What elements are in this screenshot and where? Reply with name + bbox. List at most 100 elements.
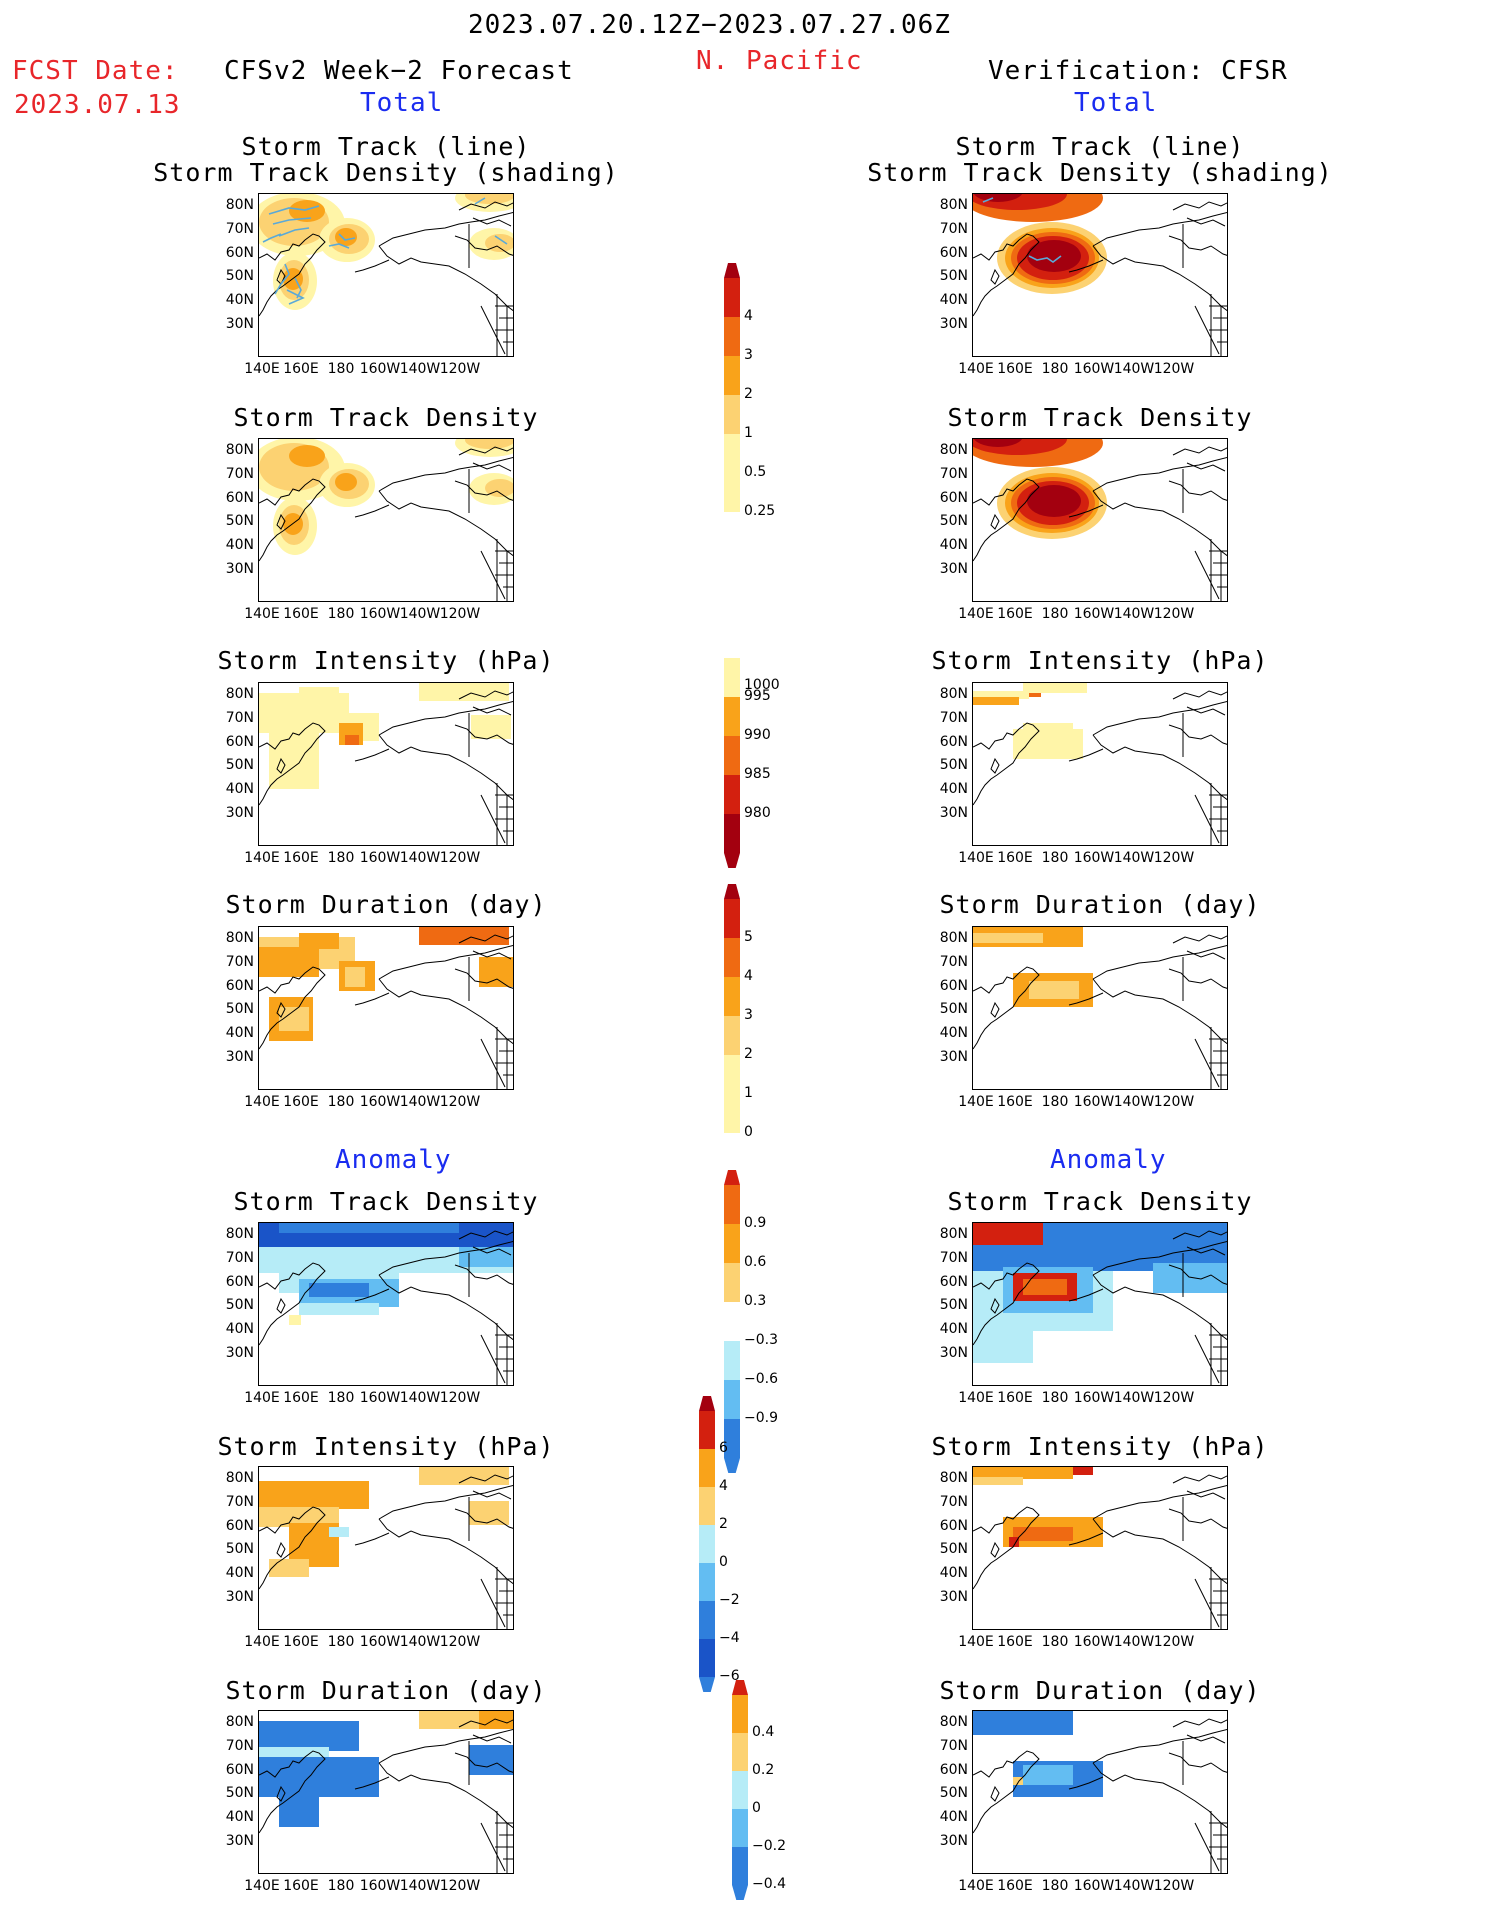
lat-label: 60N: [225, 734, 254, 750]
lon-label: 180: [327, 1094, 355, 1110]
map-frame: [972, 193, 1228, 357]
lat-label: 70N: [225, 1494, 254, 1510]
lon-label: 160E: [283, 606, 319, 622]
lat-label: 50N: [939, 757, 968, 773]
shading-blob: [289, 200, 325, 222]
lon-label: 160E: [997, 1390, 1033, 1406]
lon-label: 160W: [1073, 606, 1115, 622]
right-column-title: Verification: CFSR: [988, 56, 1288, 86]
colorbar-label: 0: [719, 1554, 728, 1570]
lat-label: 50N: [939, 1785, 968, 1801]
lat-label: 70N: [225, 466, 254, 482]
lon-label: 140W: [399, 1390, 441, 1406]
lon-label: 120W: [439, 606, 481, 622]
fcst-date: 2023.07.13: [14, 90, 181, 120]
panel-title-l6: Storm Intensity (hPa): [217, 1432, 555, 1461]
colorbar-label: 3: [744, 347, 753, 363]
lat-label: 60N: [225, 978, 254, 994]
shading-cell: [469, 1745, 513, 1775]
lat-label: 80N: [939, 197, 968, 213]
coastline: [259, 690, 513, 845]
lat-label: 60N: [939, 1274, 968, 1290]
lon-label: 160E: [283, 1094, 319, 1110]
colorbar-label: 6: [719, 1440, 728, 1456]
colorbar-swatches: [724, 1170, 740, 1473]
lon-label: 180: [327, 606, 355, 622]
coastline: [259, 1230, 513, 1385]
shading-cell: [1073, 1467, 1093, 1475]
lat-label: 60N: [939, 978, 968, 994]
lat-label: 70N: [939, 954, 968, 970]
lat-label: 80N: [939, 442, 968, 458]
lat-label: 80N: [225, 442, 254, 458]
lat-label: 60N: [225, 1762, 254, 1778]
lon-label: 120W: [1153, 850, 1195, 866]
lat-label: 40N: [225, 292, 254, 308]
lat-label: 40N: [225, 1809, 254, 1825]
coastline: [259, 934, 513, 1089]
lat-label: 80N: [939, 1714, 968, 1730]
lat-label: 70N: [939, 1250, 968, 1266]
lat-label: 30N: [225, 1049, 254, 1065]
map-verif-density: 80N 70N 60N 50N 40N 30N 140E 160E 180 160W 140W 120…: [922, 438, 1232, 628]
lon-label: 180: [1041, 361, 1069, 377]
map-frame: [972, 926, 1228, 1090]
shading-blob: [465, 439, 513, 449]
map-fcst-duration: 80N 70N 60N 50N 40N 30N 140E 160E 180 160W 140W 120…: [208, 926, 518, 1116]
lon-label: 160E: [283, 1878, 319, 1894]
lon-label: 140E: [244, 606, 280, 622]
lat-label: 50N: [939, 1541, 968, 1557]
lat-label: 40N: [225, 781, 254, 797]
lon-label: 160W: [1073, 361, 1115, 377]
lat-label: 60N: [225, 490, 254, 506]
lat-label: 40N: [939, 292, 968, 308]
lon-label: 140E: [244, 1634, 280, 1650]
shading-cell: [1013, 1777, 1023, 1785]
lat-label: 40N: [939, 1025, 968, 1041]
lon-label: 140W: [1113, 361, 1155, 377]
lat-label: 30N: [939, 1345, 968, 1361]
lat-label: 30N: [225, 1345, 254, 1361]
colorbar-label: 1000: [744, 677, 780, 693]
map-frame: [972, 438, 1228, 602]
lon-label: 140W: [399, 850, 441, 866]
lat-label: 30N: [225, 561, 254, 577]
lat-label: 60N: [225, 1518, 254, 1534]
colorbar-label: 985: [744, 766, 771, 782]
colorbar-label: 5: [744, 929, 753, 945]
panel-title-r5: Storm Track Density: [947, 1187, 1253, 1216]
lat-label: 50N: [939, 513, 968, 529]
lon-label: 180: [1041, 1094, 1069, 1110]
lon-label: 120W: [439, 1634, 481, 1650]
left-total-label: Total: [360, 88, 444, 118]
fcst-label: FCST Date:: [12, 56, 179, 86]
lat-label: 70N: [939, 1494, 968, 1510]
colorbar-label: 4: [719, 1478, 728, 1494]
lat-label: 80N: [225, 930, 254, 946]
map-frame: [258, 1710, 514, 1874]
panel-title-r6: Storm Intensity (hPa): [931, 1432, 1269, 1461]
coastline: [259, 1474, 513, 1629]
shading-cell: [1023, 1279, 1067, 1295]
panel-title-r1a: Storm Track (line): [955, 132, 1245, 161]
map-frame: [972, 1710, 1228, 1874]
lon-label: 140E: [958, 361, 994, 377]
lat-label: 30N: [939, 1589, 968, 1605]
panel-title-l1a: Storm Track (line): [241, 132, 531, 161]
shading-cell: [459, 1247, 513, 1267]
lat-label: 50N: [225, 1297, 254, 1313]
shading-blob: [289, 445, 325, 467]
lat-label: 80N: [939, 686, 968, 702]
lon-label: 180: [327, 361, 355, 377]
colorbar-swatches: [732, 1680, 748, 1900]
shading-cell: [1029, 691, 1041, 697]
shading-cell: [471, 715, 511, 739]
shading-cell: [259, 1481, 369, 1509]
map-verif-duration-anom: 80N 70N 60N 50N 40N 30N 140E 160E 180 160W 140W 120…: [922, 1710, 1232, 1900]
panel-title-r3: Storm Intensity (hPa): [931, 646, 1269, 675]
shading-cell: [289, 1315, 301, 1325]
lon-label: 180: [327, 1634, 355, 1650]
shading-blob: [335, 228, 357, 246]
shading-cell: [973, 1711, 1073, 1735]
lat-label: 30N: [939, 1049, 968, 1065]
